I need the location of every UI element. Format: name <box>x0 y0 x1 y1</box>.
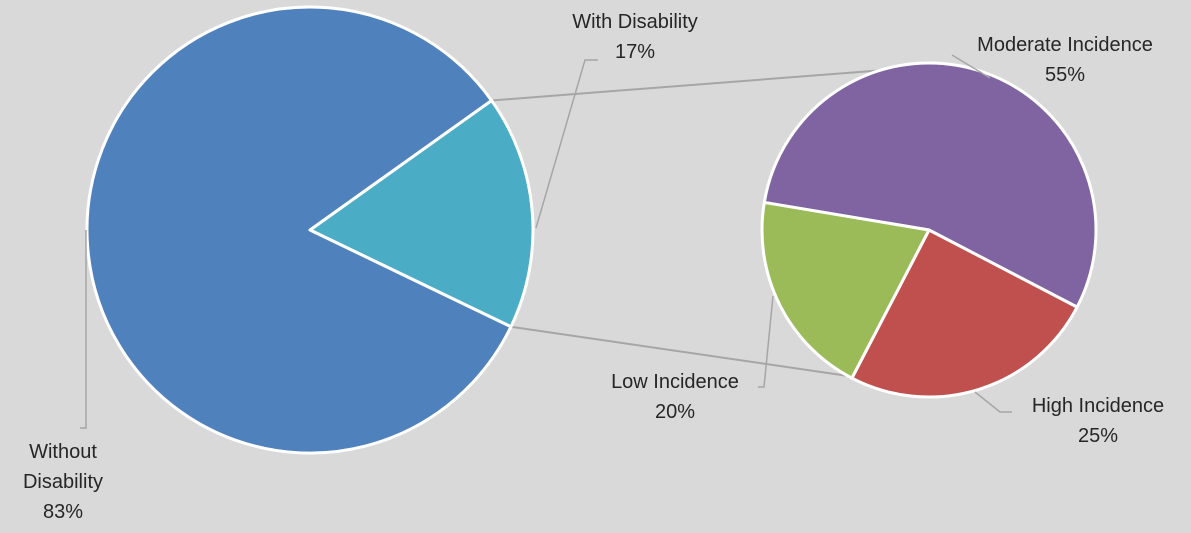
pie-slice-without-disability <box>85 5 513 455</box>
pie-slice-low-incidence <box>760 200 931 380</box>
label-high-incidence-name: High Incidence <box>1032 395 1164 417</box>
leader-line-high-incidence <box>974 391 1012 413</box>
label-with-disability-name: With Disability <box>572 11 698 33</box>
secondary-pie <box>760 61 1098 399</box>
leader-line-without-disability <box>80 230 87 429</box>
data-labels: With Disability 17% Without Disability 83% Mo… <box>23 11 1164 523</box>
connector-line-bottom <box>510 325 863 379</box>
label-low-incidence-name: Low Incidence <box>611 371 739 393</box>
label-without-disability-name: Disability <box>23 471 103 493</box>
label-low-incidence-value: 20% <box>655 401 695 423</box>
label-high-incidence-value: 25% <box>1078 425 1118 447</box>
connector-lines <box>491 69 886 379</box>
connector-line-top <box>491 69 886 102</box>
pie-slice-moderate-incidence <box>762 61 1098 309</box>
pie-slice-with-disability <box>308 99 535 329</box>
label-without-disability-name: Without <box>29 441 97 463</box>
label-without-disability-value: 83% <box>43 501 83 523</box>
label-with-disability-value: 17% <box>615 41 655 63</box>
leader-lines <box>80 54 1012 429</box>
label-moderate-incidence-name: Moderate Incidence <box>977 34 1153 56</box>
main-pie <box>85 5 535 455</box>
leader-line-low-incidence <box>758 295 774 388</box>
label-moderate-incidence-value: 55% <box>1045 64 1085 86</box>
leader-line-moderate-incidence <box>951 54 991 79</box>
leader-line-with-disability <box>535 59 598 229</box>
